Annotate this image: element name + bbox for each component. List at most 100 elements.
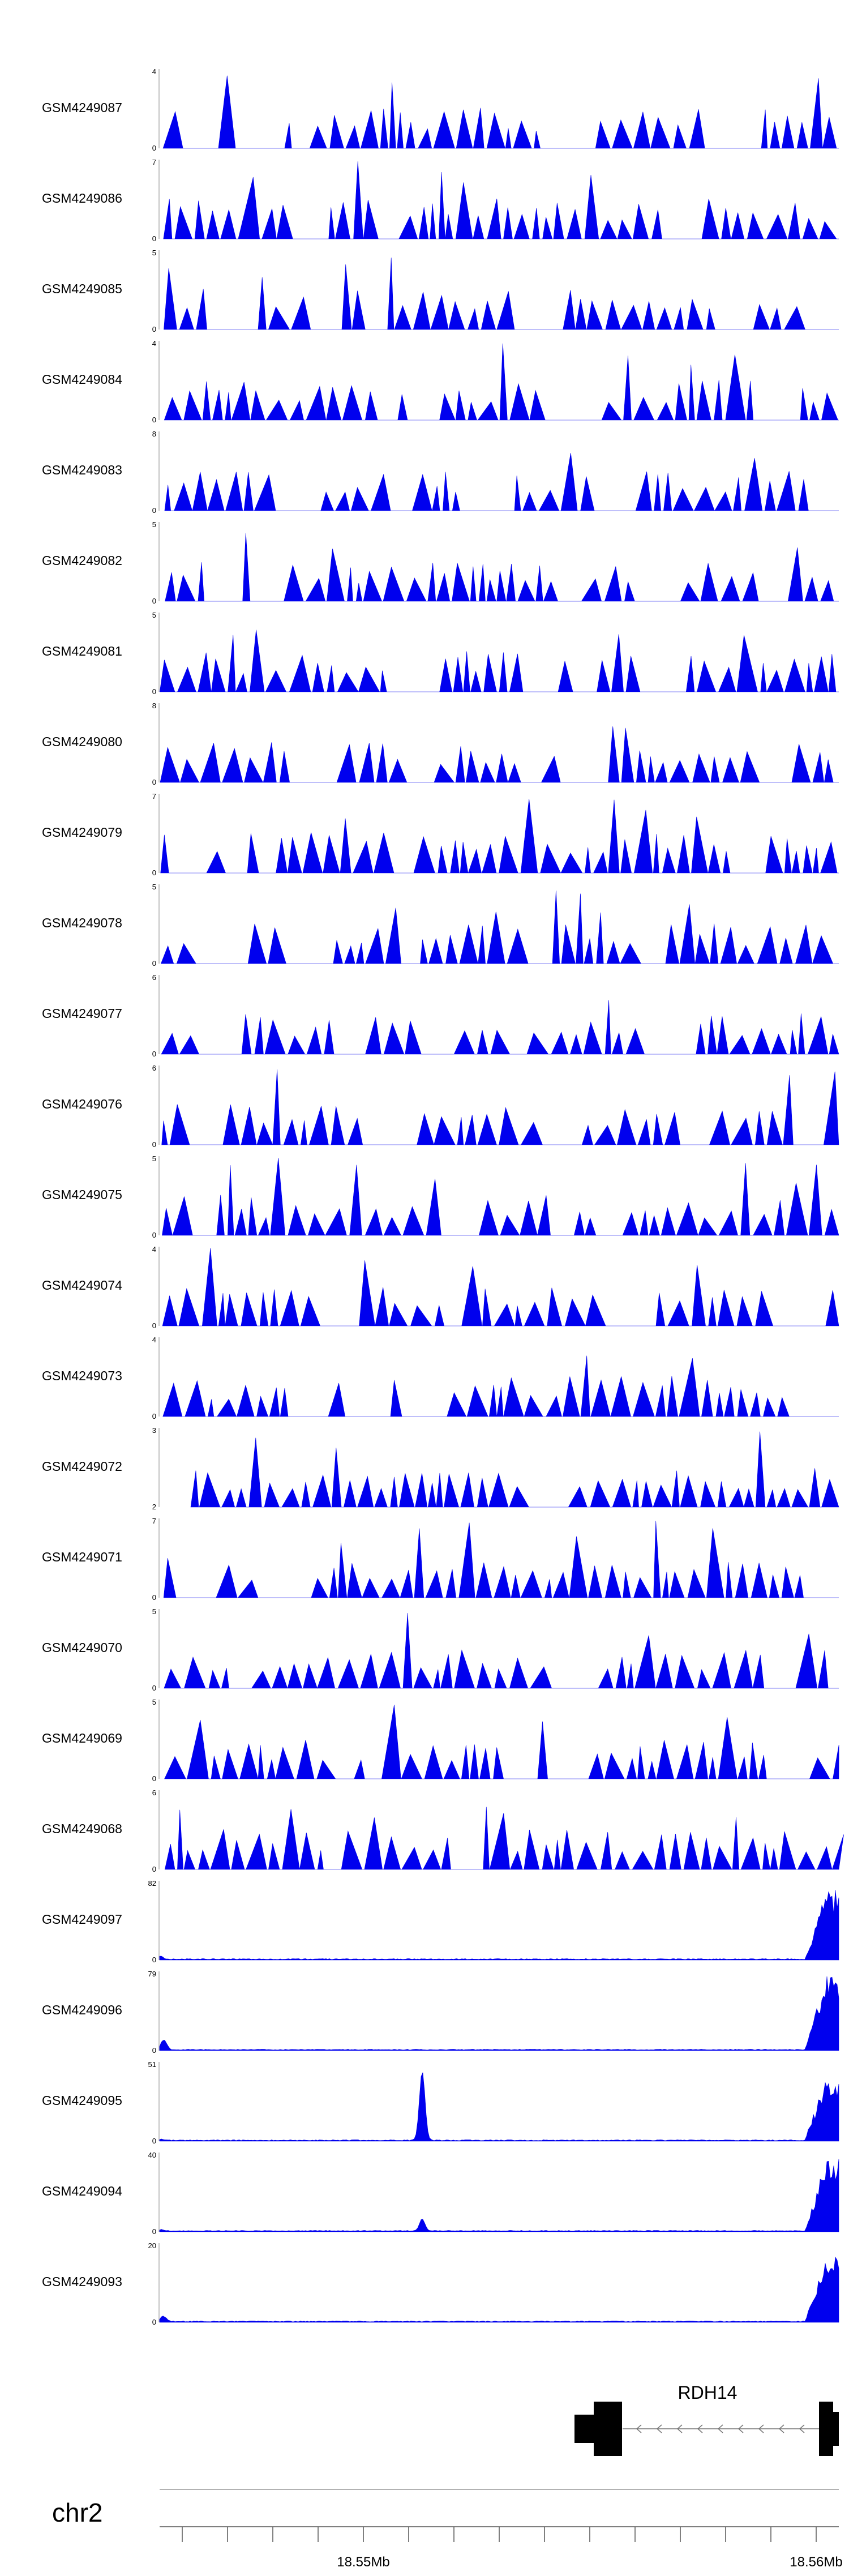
coverage-area: [164, 1705, 839, 1779]
gene-model-track: RDH14: [574, 2382, 839, 2456]
track-ymax-label: 4: [152, 1336, 156, 1344]
track-ymax-label: 3: [152, 1426, 156, 1435]
track-ymax-label: 4: [152, 339, 156, 348]
coverage-area: [160, 799, 839, 874]
track-ymin-label: 0: [152, 234, 156, 243]
coverage-area: [159, 1976, 839, 2051]
coverage-area: [159, 2256, 839, 2323]
track-ymin-label: 0: [152, 1321, 156, 1330]
track-label: GSM4249068: [42, 1821, 122, 1836]
track-ymax-label: 6: [152, 1788, 156, 1797]
track-label: GSM4249086: [42, 191, 122, 206]
strand-arrow: [717, 2424, 723, 2433]
track-ymax-label: 20: [148, 2241, 156, 2250]
track-ymax-label: 4: [152, 67, 156, 76]
strand-arrow: [697, 2424, 703, 2433]
track-ymin-label: 0: [152, 2227, 156, 2236]
track-ymin-label: 0: [152, 959, 156, 968]
track-ymax-label: 8: [152, 430, 156, 438]
strand-arrow: [758, 2424, 764, 2433]
coverage-area: [164, 452, 839, 511]
track-panel: GSM4249070 5 0: [42, 1607, 839, 1692]
track-ymin-label: 2: [152, 1503, 156, 1511]
track-label: GSM4249074: [42, 1278, 122, 1293]
track-label: GSM4249084: [42, 372, 122, 387]
track-panel: GSM4249080 8 0: [42, 701, 839, 786]
track-label: GSM4249075: [42, 1187, 122, 1202]
track-ymax-label: 7: [152, 792, 156, 801]
track-ymax-label: 79: [148, 1970, 156, 1978]
track-ymax-label: 4: [152, 1245, 156, 1253]
track-panel: GSM4249081 5 0: [42, 611, 839, 696]
coverage-area: [164, 1612, 839, 1689]
track-label: GSM4249083: [42, 463, 122, 477]
track-ymin-label: 0: [152, 597, 156, 605]
track-ymin-label: 0: [152, 144, 156, 152]
tracks-layer: GSM424908740GSM424908670GSM424908550GSM4…: [42, 67, 844, 2326]
track-ymin-label: 0: [152, 2046, 156, 2055]
track-ymin-label: 0: [152, 1231, 156, 1239]
track-panel: GSM4249084 4 0: [42, 339, 839, 424]
track-ymax-label: 5: [152, 1607, 156, 1616]
coverage-area: [165, 533, 839, 602]
chromosome-name: chr2: [52, 2498, 102, 2527]
track-panel: GSM4249093 20 0: [42, 2241, 839, 2326]
gene-exon: [819, 2402, 833, 2456]
coverage-area: [190, 1431, 839, 1508]
track-ymin-label: 0: [152, 1865, 156, 1873]
track-ymax-label: 6: [152, 1064, 156, 1072]
coverage-area: [159, 1890, 839, 1961]
axis-tick-label: 18.55Mb: [337, 2554, 389, 2570]
coverage-area: [160, 891, 839, 964]
gene-exon: [594, 2402, 622, 2456]
gene-exon: [833, 2412, 839, 2446]
coverage-area: [164, 257, 839, 330]
track-ymin-label: 0: [152, 325, 156, 333]
track-panel: GSM4249073 4 0: [42, 1336, 839, 1420]
track-ymax-label: 7: [152, 158, 156, 166]
track-ymin-label: 0: [152, 2318, 156, 2326]
track-label: GSM4249076: [42, 1097, 122, 1111]
strand-arrow: [676, 2424, 683, 2433]
track-label: GSM4249072: [42, 1459, 122, 1474]
track-panel: GSM4249078 5 0: [42, 883, 839, 968]
track-ymin-label: 0: [152, 1593, 156, 1602]
coverage-area: [159, 2159, 839, 2232]
track-ymax-label: 5: [152, 249, 156, 257]
track-label: GSM4249077: [42, 1006, 122, 1021]
track-ymin-label: 0: [152, 1955, 156, 1964]
track-label: GSM4249080: [42, 734, 122, 749]
genome-axis-track: chr2 18.55Mb 18.56Mb: [52, 2489, 843, 2570]
strand-arrow: [799, 2424, 805, 2433]
track-ymax-label: 51: [148, 2060, 156, 2069]
track-label: GSM4249070: [42, 1640, 122, 1655]
track-panel: GSM4249068 6 0: [42, 1788, 844, 1873]
strand-arrow: [656, 2424, 662, 2433]
track-panel: GSM4249086 7 0: [42, 158, 839, 243]
track-ymin-label: 0: [152, 1684, 156, 1692]
track-ymin-label: 0: [152, 506, 156, 515]
track-panel: GSM4249077 6 0: [42, 973, 839, 1058]
track-panel: GSM4249095 51 0: [42, 2060, 839, 2145]
track-ymin-label: 0: [152, 1140, 156, 1149]
track-ymax-label: 5: [152, 1154, 156, 1163]
strand-arrow: [636, 2424, 642, 2433]
strand-arrow: [737, 2424, 744, 2433]
track-label: GSM4249069: [42, 1731, 122, 1745]
track-label: GSM4249095: [42, 2093, 122, 2108]
track-ymax-label: 5: [152, 611, 156, 619]
track-panel: GSM4249085 5 0: [42, 249, 839, 333]
axis-tick-label: 18.56Mb: [790, 2554, 842, 2570]
coverage-area: [163, 161, 839, 239]
track-label: GSM4249081: [42, 644, 122, 658]
track-panel: GSM4249075 5 0: [42, 1154, 839, 1239]
track-panel: GSM4249072 3 2: [42, 1426, 839, 1511]
track-label: GSM4249079: [42, 825, 122, 840]
track-panel: GSM4249076 6 0: [42, 1064, 839, 1149]
track-ymin-label: 0: [152, 1774, 156, 1783]
track-panel: GSM4249071 7 0: [42, 1517, 839, 1602]
strand-arrow: [778, 2424, 784, 2433]
track-ymax-label: 5: [152, 883, 156, 891]
